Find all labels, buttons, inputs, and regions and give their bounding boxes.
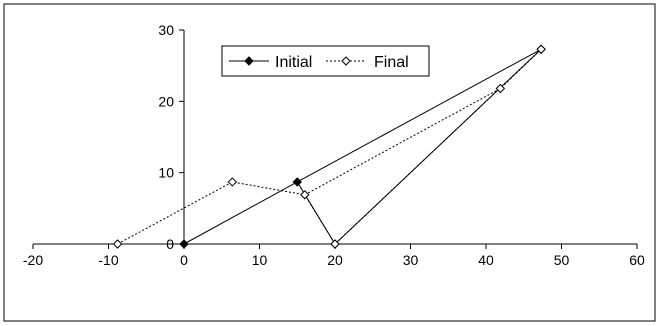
legend: Initial Final [221,45,430,77]
series-final [112,44,546,249]
legend-label-final: Final [374,54,409,71]
series-layer [112,44,546,249]
data-point-initial [292,177,302,187]
y-tick-label: 0 [166,236,174,252]
data-point-final [300,190,310,200]
y-tick-label: 10 [158,165,174,181]
legend-label-initial: Initial [275,54,312,71]
data-point-final [495,83,506,94]
data-point-initial [179,239,189,249]
x-tick-label: 30 [403,252,419,268]
data-point-final [227,177,238,187]
axes: -20 -10 0 10 20 30 40 50 60 0 10 20 30 [23,22,645,268]
x-tick-label: -20 [23,252,43,268]
y-tick-label: 20 [158,93,174,109]
x-tick-label: 10 [252,252,268,268]
x-tick-label: 50 [554,252,570,268]
x-tick-label: 20 [327,252,343,268]
x-tick-label: -10 [98,252,118,268]
y-tick-label: 30 [158,22,174,38]
data-point-final [112,239,123,249]
x-tick-label: 60 [629,252,645,268]
x-tick-label: 40 [478,252,494,268]
legend-marker-initial [244,56,254,66]
data-point-final [330,239,340,249]
legend-marker-final [341,56,351,66]
data-point-final [536,44,546,54]
x-tick-label: 0 [180,252,188,268]
